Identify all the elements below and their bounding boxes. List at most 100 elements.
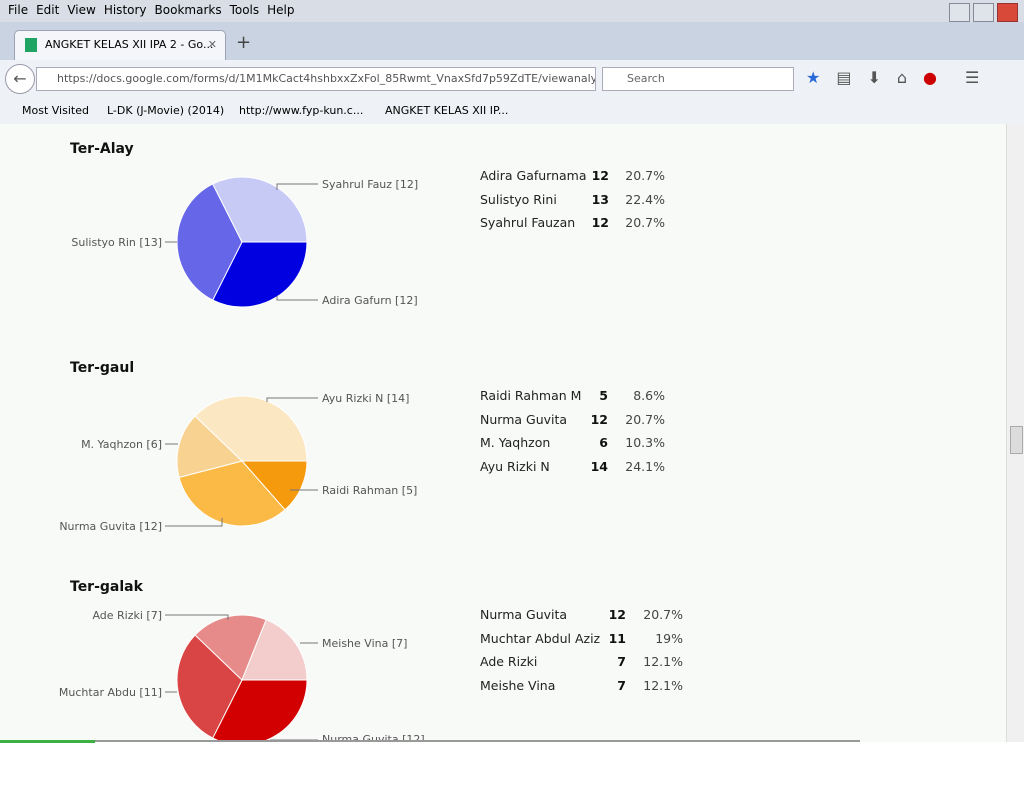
bookmarks-bar: Most Visited L-DK (J-Movie) (2014) http://… [0,98,1024,125]
tab[interactable]: ANGKET KELAS XII IPA 2 - Go... ✕ [14,30,226,61]
scrollbar [1006,124,1024,742]
progress-bar [0,740,95,743]
answer-name: Sulistyo Rini [480,192,557,207]
menu-item[interactable]: Edit [36,3,60,17]
answer-count: 12 [592,215,609,230]
menu-item[interactable]: Bookmarks [154,3,222,17]
answer-count: 12 [609,607,626,622]
answer-name: Nurma Guvita [480,607,567,622]
slice-label: Sulistyo Rin [13] [71,236,162,249]
menu-item[interactable]: File [8,3,29,17]
leader-line [165,614,229,620]
scroll-thumb[interactable] [1010,426,1023,454]
section-title: Ter-galak [70,579,144,595]
pie-slice [194,395,308,462]
slice-label: Nurma Guvita [12] [322,733,425,742]
answer-percent: 10.3% [625,435,665,450]
slice-label: Syahrul Fauz [12] [322,178,418,191]
section-title: Ter-Alay [70,141,134,157]
horizontal-scrollbar [95,740,860,742]
answer-percent: 12.1% [643,678,683,693]
pie-slice [212,241,308,308]
leader-line [266,397,318,402]
pie-slice [176,183,243,301]
close-button[interactable] [997,3,1018,22]
menu-item[interactable]: View [67,3,96,17]
url-bar[interactable]: https://docs.google.com/forms/d/1M1MkCac… [36,67,596,91]
tab-title: ANGKET KELAS XII IPA 2 - Go... [45,38,214,51]
answer-count: 13 [592,192,609,207]
back-button[interactable]: ← [5,64,35,94]
pie-slice [240,460,308,511]
menu-bar: File Edit View History Bookmarks Tools Help [0,0,1024,22]
slice-label: Muchtar Abdu [11] [59,686,162,699]
pie-slice [212,679,308,742]
answer-percent: 20.7% [625,412,665,427]
pie-slice [212,176,308,243]
menu-item[interactable]: Help [267,3,295,17]
menu-item[interactable]: History [103,3,147,17]
leader-line [276,296,318,301]
answer-name: Muchtar Abdul Aziz [480,631,601,646]
answer-count: 12 [591,412,608,427]
home-icon[interactable]: ⌂ [896,68,908,87]
answer-name: Syahrul Fauzan [480,215,575,230]
reader-icon[interactable]: ▤ [836,68,852,87]
answer-percent: 20.7% [643,607,683,622]
answer-name: Adira Gafurnama [480,168,587,183]
menu-item[interactable]: Tools [229,3,260,17]
slice-label: Adira Gafurn [12] [322,294,418,307]
bookmark[interactable]: Most Visited [22,104,89,117]
restore-button[interactable] [973,3,994,22]
leader-line [276,183,318,190]
slice-label: Ade Rizki [7] [92,609,162,622]
answer-name: Nurma Guvita [480,412,567,427]
download-icon[interactable]: ⬇ [867,68,881,87]
tab-icon [25,38,37,52]
toolbar-icons: ★ ▤ ⬇ ⌂ ● ☰ [806,68,979,87]
window-controls [949,3,1018,22]
answer-count: 6 [599,435,608,450]
pie-slice [176,415,243,478]
pie-slice [178,460,286,527]
section-title: Ter-gaul [70,360,134,376]
answer-name: Ade Rizki [480,654,537,669]
page-content: Ter-Alay Adira Gafurn [12] Sulistyo Rin [1… [0,124,1006,742]
charts: Ter-Alay Adira Gafurn [12] Sulistyo Rin [1… [59,141,683,742]
menu-icon[interactable]: ☰ [965,68,980,87]
answer-percent: 20.7% [625,168,665,183]
answer-percent: 12.1% [643,654,683,669]
answer-count: 14 [591,459,609,474]
answer-percent: 22.4% [625,192,665,207]
new-tab-button[interactable]: + [236,32,252,53]
answer-name: Raidi Rahman M [480,388,581,403]
answer-name: Ayu Rizki N [480,459,550,474]
bookmark-star[interactable]: ★ [806,68,821,87]
adblock-icon[interactable]: ● [923,68,937,87]
slice-label: M. Yaqhzon [6] [81,438,162,451]
answer-count: 7 [617,678,626,693]
answer-percent: 8.6% [633,388,665,403]
search-box[interactable]: Search [602,67,794,91]
pie-slice [241,619,308,681]
answer-count: 12 [592,168,609,183]
answer-count: 7 [617,654,626,669]
answer-name: Meishe Vina [480,678,555,693]
slice-label: Nurma Guvita [12] [59,520,162,533]
bookmark[interactable]: http://www.fyp-kun.c... [239,104,364,117]
answer-count: 11 [609,631,626,646]
tab-close[interactable]: ✕ [207,38,217,51]
slice-label: Ayu Rizki N [14] [322,392,409,405]
slice-label: Raidi Rahman [5] [322,484,417,497]
leader-line [165,518,223,527]
minimize-button[interactable] [949,3,970,22]
bookmark[interactable]: ANGKET KELAS XII IP... [385,104,509,117]
answer-percent: 20.7% [625,215,665,230]
slice-label: Meishe Vina [7] [322,637,407,650]
bookmark[interactable]: L-DK (J-Movie) (2014) [107,104,225,117]
answer-percent: 19% [655,631,683,646]
answer-percent: 24.1% [625,459,665,474]
answer-name: M. Yaqhzon [480,435,550,450]
answer-count: 5 [599,388,608,403]
